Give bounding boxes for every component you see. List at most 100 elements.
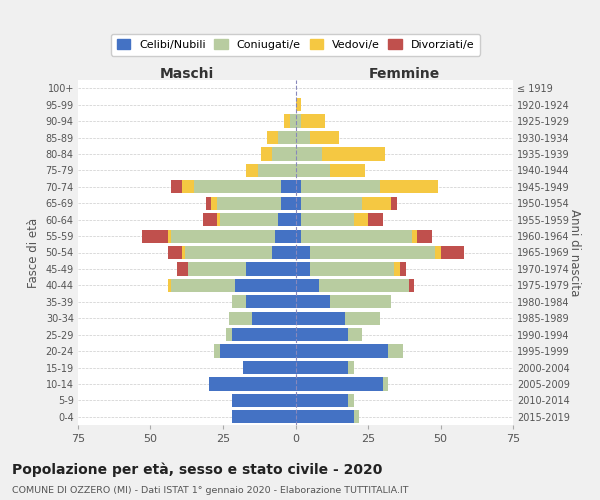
Bar <box>296 361 348 374</box>
Bar <box>281 180 296 194</box>
Bar <box>182 246 185 259</box>
Bar <box>275 230 296 242</box>
Bar <box>171 230 275 242</box>
Bar <box>418 230 432 242</box>
Bar <box>322 148 385 160</box>
Bar <box>252 312 296 325</box>
Bar <box>296 98 301 111</box>
Bar <box>296 196 301 210</box>
Bar <box>226 328 232 341</box>
Bar <box>209 378 296 390</box>
Bar <box>182 180 194 194</box>
Bar <box>394 262 400 276</box>
Bar <box>383 378 388 390</box>
Bar <box>409 279 415 292</box>
Bar <box>232 410 296 424</box>
Bar <box>142 230 168 242</box>
Bar <box>258 164 296 177</box>
Text: Maschi: Maschi <box>160 67 214 81</box>
Bar <box>217 196 281 210</box>
Bar <box>278 131 296 144</box>
Bar <box>296 148 322 160</box>
Bar <box>246 164 258 177</box>
Bar <box>310 131 339 144</box>
Bar <box>301 230 412 242</box>
Bar <box>229 312 252 325</box>
Bar <box>203 213 217 226</box>
Bar <box>284 114 290 128</box>
Bar <box>412 230 418 242</box>
Bar <box>168 279 171 292</box>
Bar <box>362 196 391 210</box>
Y-axis label: Fasce di età: Fasce di età <box>27 218 40 288</box>
Bar <box>296 180 301 194</box>
Bar <box>217 213 220 226</box>
Bar <box>380 180 437 194</box>
Bar <box>290 114 296 128</box>
Bar <box>391 196 397 210</box>
Bar <box>232 295 246 308</box>
Bar <box>310 246 435 259</box>
Bar <box>296 344 388 358</box>
Bar <box>168 246 182 259</box>
Bar <box>235 279 296 292</box>
Bar <box>266 131 278 144</box>
Bar <box>296 131 310 144</box>
Bar <box>435 246 440 259</box>
Bar <box>281 196 296 210</box>
Bar <box>319 279 409 292</box>
Bar <box>296 279 319 292</box>
Bar <box>232 394 296 407</box>
Bar <box>272 148 296 160</box>
Bar <box>168 230 171 242</box>
Bar <box>440 246 464 259</box>
Bar <box>214 344 220 358</box>
Bar <box>296 213 301 226</box>
Bar <box>244 361 296 374</box>
Bar <box>188 262 246 276</box>
Bar <box>331 164 365 177</box>
Bar <box>331 295 391 308</box>
Bar <box>388 344 403 358</box>
Bar <box>296 114 301 128</box>
Bar <box>353 213 368 226</box>
Bar <box>296 295 331 308</box>
Bar <box>176 262 188 276</box>
Bar <box>301 196 362 210</box>
Bar <box>171 180 182 194</box>
Text: Femmine: Femmine <box>368 67 440 81</box>
Bar <box>185 246 272 259</box>
Legend: Celibi/Nubili, Coniugati/e, Vedovi/e, Divorziati/e: Celibi/Nubili, Coniugati/e, Vedovi/e, Di… <box>111 34 480 56</box>
Bar <box>296 230 301 242</box>
Bar <box>301 213 353 226</box>
Bar <box>345 312 380 325</box>
Bar <box>353 410 359 424</box>
Bar <box>296 262 310 276</box>
Bar <box>301 180 380 194</box>
Bar <box>296 410 353 424</box>
Bar <box>272 246 296 259</box>
Bar <box>296 164 331 177</box>
Bar <box>260 148 272 160</box>
Bar <box>220 344 296 358</box>
Bar <box>171 279 235 292</box>
Bar <box>246 262 296 276</box>
Bar <box>246 295 296 308</box>
Bar <box>220 213 278 226</box>
Bar <box>348 328 362 341</box>
Bar <box>211 196 217 210</box>
Bar <box>296 328 348 341</box>
Text: COMUNE DI OZZERO (MI) - Dati ISTAT 1° gennaio 2020 - Elaborazione TUTTITALIA.IT: COMUNE DI OZZERO (MI) - Dati ISTAT 1° ge… <box>12 486 409 495</box>
Bar <box>278 213 296 226</box>
Bar <box>301 114 325 128</box>
Bar <box>232 328 296 341</box>
Bar <box>296 378 383 390</box>
Bar <box>368 213 383 226</box>
Bar <box>348 394 353 407</box>
Bar <box>296 394 348 407</box>
Y-axis label: Anni di nascita: Anni di nascita <box>568 209 581 296</box>
Bar <box>310 262 394 276</box>
Bar <box>296 246 310 259</box>
Bar <box>348 361 353 374</box>
Bar <box>206 196 211 210</box>
